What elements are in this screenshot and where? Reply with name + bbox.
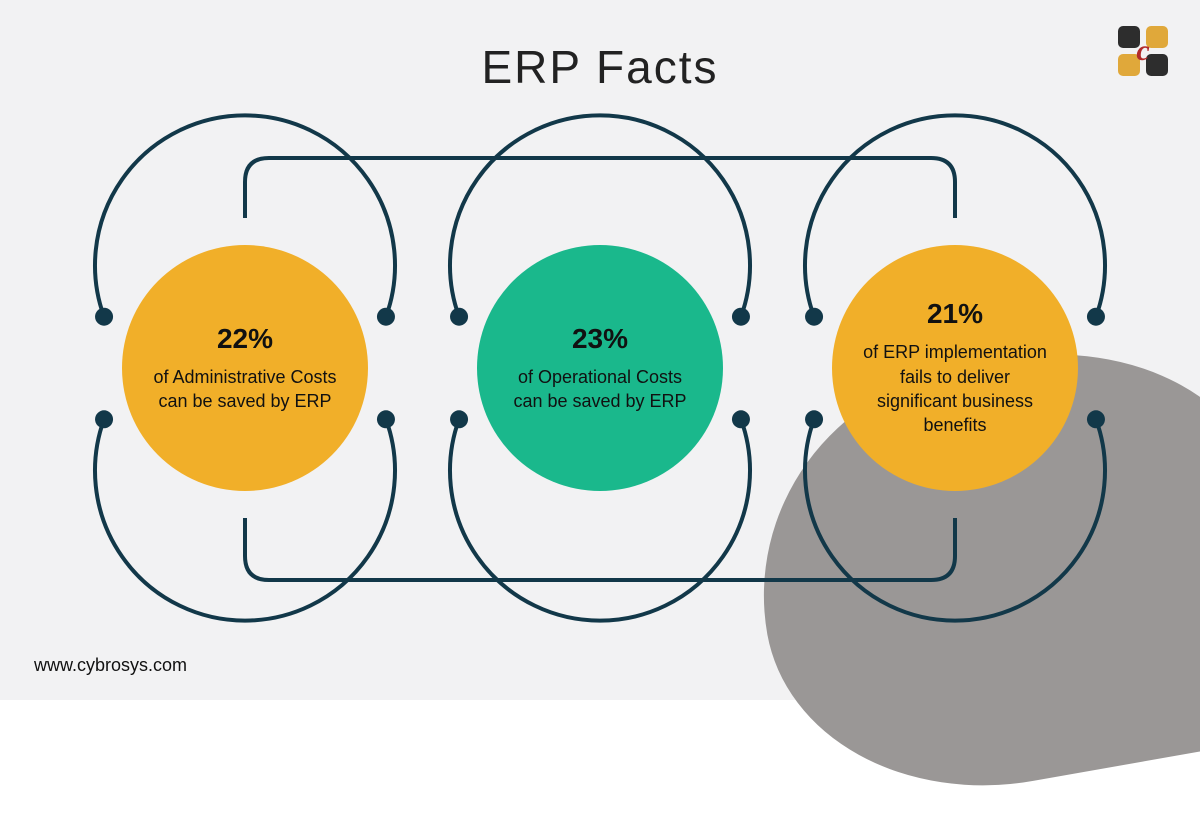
fact-description: of Administrative Costs can be saved by … xyxy=(150,365,340,414)
fact-circle-2: 23% of Operational Costs can be saved by … xyxy=(477,245,723,491)
fact-description: of Operational Costs can be saved by ERP xyxy=(505,365,695,414)
site-url: www.cybrosys.com xyxy=(34,655,187,676)
fact-percent: 22% xyxy=(217,323,273,355)
fact-percent: 21% xyxy=(927,298,983,330)
fact-circle-1: 22% of Administrative Costs can be saved … xyxy=(122,245,368,491)
fact-percent: 23% xyxy=(572,323,628,355)
facts-container: 22% of Administrative Costs can be saved … xyxy=(0,0,1200,700)
fact-description: of ERP implementation fails to deliver s… xyxy=(860,340,1050,437)
fact-circle-3: 21% of ERP implementation fails to delive… xyxy=(832,245,1078,491)
